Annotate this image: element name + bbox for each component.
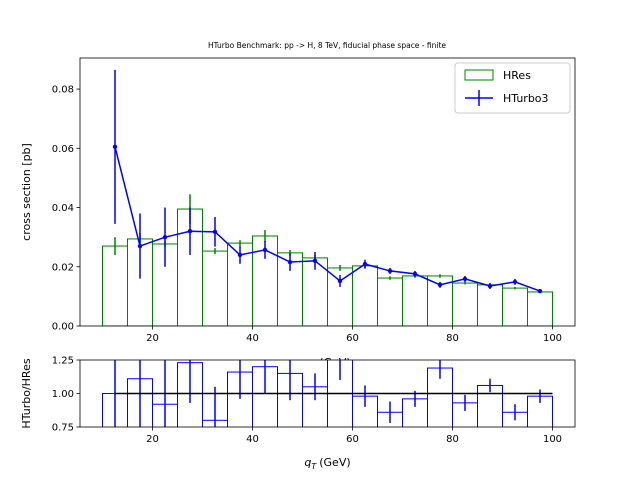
- point: [162, 234, 168, 240]
- point: [112, 144, 118, 150]
- legend-box: [454, 62, 571, 114]
- y-tick-label: 0.08: [52, 85, 74, 96]
- y-axis-label: cross section [pb]: [20, 143, 33, 241]
- x-tick-label: 20: [146, 333, 159, 344]
- point: [537, 288, 543, 294]
- x-tick-label: 40: [246, 434, 259, 445]
- point: [437, 282, 443, 288]
- x-tick-label: 80: [446, 434, 459, 445]
- x-label-symbol: q: [304, 456, 311, 469]
- x-tick-label: 60: [346, 434, 359, 445]
- legend-swatch: [464, 69, 494, 81]
- x-tick-label: 20: [146, 434, 159, 445]
- y-tick-label: 0.02: [52, 262, 74, 273]
- point: [137, 243, 143, 249]
- point: [312, 258, 318, 264]
- y-tick-label: 0.00: [52, 322, 74, 333]
- point: [237, 252, 243, 258]
- legend: HRes HTurbo3: [454, 62, 571, 114]
- y-tick-label: 0.04: [52, 203, 74, 214]
- y-tick-label: 1.00: [52, 389, 74, 400]
- x-label-subscript: T: [311, 462, 317, 471]
- bottom-panel: qT (GeV) 20 40 60 80 100 0.75 1.00 1.25 HTurbo/HRe…: [20, 356, 576, 471]
- y-tick-label: 1.25: [52, 356, 74, 367]
- point: [487, 283, 493, 289]
- point: [212, 229, 218, 235]
- point: [187, 229, 193, 234]
- legend-label: HTurbo3: [503, 92, 549, 105]
- x-tick-label: 80: [446, 333, 459, 344]
- chart-title: HTurbo Benchmark: pp -> H, 8 TeV, fiduci…: [208, 41, 446, 50]
- x-tick-label: 100: [543, 434, 562, 445]
- point: [287, 259, 293, 265]
- point: [337, 278, 343, 284]
- point: [412, 271, 418, 277]
- series-line: [114, 146, 541, 292]
- x-tick-label: 60: [346, 333, 359, 344]
- legend-label: HRes: [503, 69, 531, 82]
- point: [262, 247, 268, 253]
- y-tick-label: 0.06: [52, 144, 74, 155]
- y-tick-label: 0.75: [52, 423, 74, 434]
- point: [462, 276, 468, 282]
- x-tick-label: 40: [246, 333, 259, 344]
- axes-frame: [79, 57, 576, 327]
- y-axis-label: HTurbo/HRes: [20, 358, 33, 428]
- x-label-unit: (GeV): [319, 456, 350, 469]
- point: [512, 279, 518, 285]
- point: [362, 261, 368, 267]
- x-axis-label: qT(GeV): [304, 456, 350, 471]
- plot-area: [102, 360, 553, 427]
- top-panel: qT(GeV)HResHTurbo3204060801000.000.020.0…: [20, 57, 576, 371]
- point: [387, 268, 393, 274]
- x-tick-label: 100: [543, 333, 562, 344]
